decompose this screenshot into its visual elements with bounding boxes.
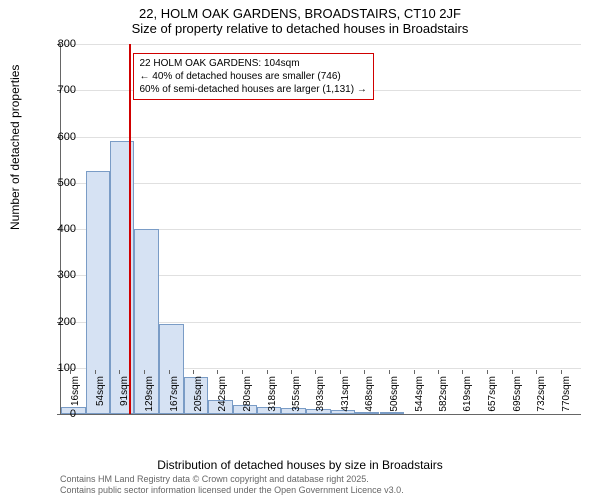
annotation-box: 22 HOLM OAK GARDENS: 104sqm← 40% of deta… — [133, 53, 374, 100]
annotation-line2: ← 40% of detached houses are smaller (74… — [140, 70, 367, 83]
ytick-label: 200 — [46, 316, 76, 328]
grid-line — [61, 137, 581, 138]
xtick-label: 468sqm — [364, 376, 375, 426]
xtick-mark — [414, 370, 415, 374]
x-axis-label: Distribution of detached houses by size … — [0, 458, 600, 472]
xtick-label: 732sqm — [536, 376, 547, 426]
footnote: Contains HM Land Registry data © Crown c… — [60, 474, 404, 496]
xtick-mark — [462, 370, 463, 374]
xtick-mark — [70, 370, 71, 374]
ytick-label: 300 — [46, 269, 76, 281]
xtick-mark — [389, 370, 390, 374]
xtick-label: 695sqm — [512, 376, 523, 426]
xtick-mark — [291, 370, 292, 374]
plot-area: 22 HOLM OAK GARDENS: 104sqm← 40% of deta… — [60, 44, 581, 415]
histogram-bar — [110, 141, 134, 414]
y-axis-label: Number of detached properties — [8, 65, 22, 230]
xtick-mark — [340, 370, 341, 374]
xtick-mark — [315, 370, 316, 374]
xtick-mark — [169, 370, 170, 374]
xtick-mark — [242, 370, 243, 374]
xtick-label: 318sqm — [267, 376, 278, 426]
xtick-mark — [119, 370, 120, 374]
xtick-label: 431sqm — [340, 376, 351, 426]
xtick-mark — [561, 370, 562, 374]
ytick-label: 500 — [46, 177, 76, 189]
xtick-mark — [536, 370, 537, 374]
xtick-mark — [144, 370, 145, 374]
xtick-label: 167sqm — [169, 376, 180, 426]
xtick-label: 619sqm — [462, 376, 473, 426]
ytick-label: 100 — [46, 362, 76, 374]
xtick-label: 205sqm — [193, 376, 204, 426]
xtick-label: 242sqm — [217, 376, 228, 426]
chart-title-line2: Size of property relative to detached ho… — [0, 21, 600, 40]
xtick-mark — [364, 370, 365, 374]
xtick-label: 506sqm — [389, 376, 400, 426]
footnote-line2: Contains public sector information licen… — [60, 485, 404, 496]
ytick-label: 400 — [46, 223, 76, 235]
xtick-label: 544sqm — [414, 376, 425, 426]
xtick-label: 16sqm — [70, 376, 81, 426]
xtick-label: 582sqm — [438, 376, 449, 426]
xtick-mark — [267, 370, 268, 374]
chart-title-line1: 22, HOLM OAK GARDENS, BROADSTAIRS, CT10 … — [0, 0, 600, 21]
xtick-label: 54sqm — [95, 376, 106, 426]
xtick-label: 129sqm — [144, 376, 155, 426]
ytick-label: 800 — [46, 38, 76, 50]
xtick-label: 280sqm — [242, 376, 253, 426]
annotation-line3: 60% of semi-detached houses are larger (… — [140, 83, 367, 96]
xtick-mark — [193, 370, 194, 374]
ytick-label: 700 — [46, 84, 76, 96]
xtick-label: 91sqm — [119, 376, 130, 426]
ytick-label: 600 — [46, 131, 76, 143]
grid-line — [61, 44, 581, 45]
property-marker-line — [129, 44, 131, 414]
xtick-label: 393sqm — [315, 376, 326, 426]
xtick-mark — [217, 370, 218, 374]
annotation-line1: 22 HOLM OAK GARDENS: 104sqm — [140, 57, 367, 70]
chart-container: 22, HOLM OAK GARDENS, BROADSTAIRS, CT10 … — [0, 0, 600, 500]
xtick-label: 355sqm — [291, 376, 302, 426]
grid-line — [61, 183, 581, 184]
xtick-label: 657sqm — [487, 376, 498, 426]
xtick-mark — [487, 370, 488, 374]
xtick-label: 770sqm — [561, 376, 572, 426]
xtick-mark — [438, 370, 439, 374]
footnote-line1: Contains HM Land Registry data © Crown c… — [60, 474, 404, 485]
xtick-mark — [95, 370, 96, 374]
xtick-mark — [512, 370, 513, 374]
